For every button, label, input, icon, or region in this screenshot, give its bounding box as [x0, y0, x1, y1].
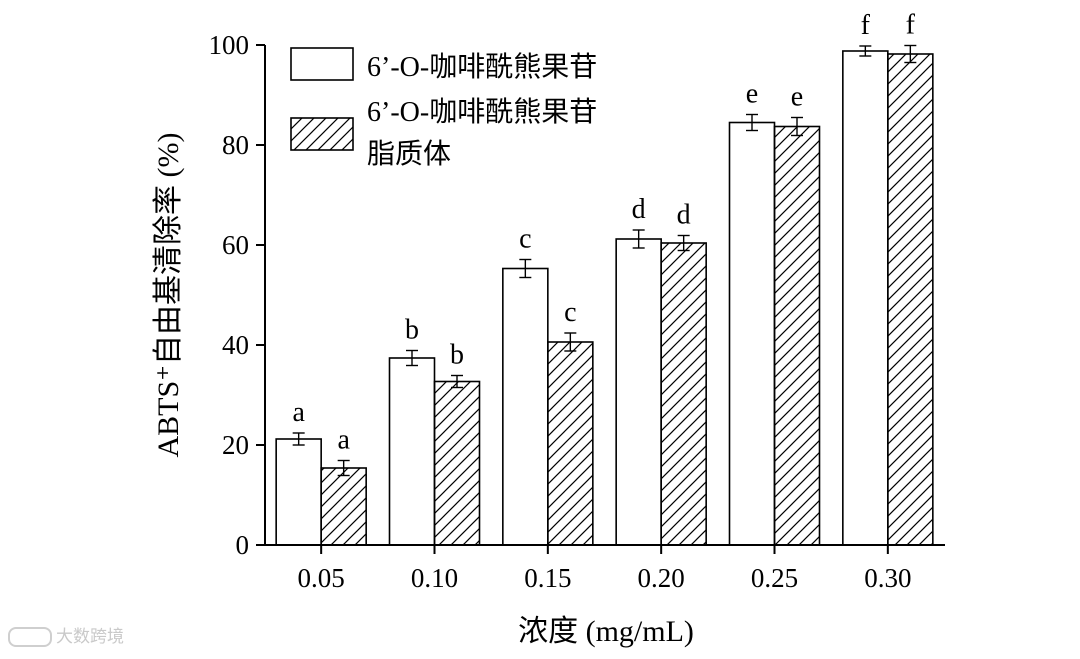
- significance-label: f: [861, 10, 871, 41]
- error-bars-layer: [292, 44, 917, 477]
- significance-label: a: [337, 425, 350, 456]
- bar-series-2: [433, 380, 481, 546]
- significance-label: d: [677, 200, 691, 231]
- bar-series-2: [660, 242, 707, 546]
- bar-series-2: [773, 125, 821, 546]
- legend-label-series-2-line-2: 脂质体: [367, 138, 451, 170]
- bar-series-1: [842, 50, 889, 546]
- significance-label: c: [564, 297, 576, 328]
- significance-label: e: [746, 79, 758, 110]
- significance-label: d: [632, 194, 646, 225]
- y-tick-label: 0: [236, 530, 250, 560]
- bar-series-1: [728, 121, 776, 546]
- bar-series-2: [320, 467, 367, 546]
- y-axis-title: ABTS⁺自由基清除率 (%): [152, 133, 185, 458]
- x-tick-label: 0.05: [298, 563, 345, 593]
- x-tick-label: 0.15: [524, 563, 571, 593]
- significance-labels-layer: a b c d e f a b c d e f: [292, 10, 915, 456]
- bar-series-1: [275, 438, 322, 546]
- watermark-text: 大数跨境: [56, 627, 124, 647]
- x-axis-title: 浓度 (mg/mL): [518, 615, 694, 648]
- x-tick-label: 0.30: [864, 563, 911, 593]
- watermark-logo-icon: [8, 627, 52, 647]
- bar-series-1: [388, 357, 436, 546]
- legend: 6’-O-咖啡酰熊果苷 6’-O-咖啡酰熊果苷 脂质体: [290, 47, 597, 170]
- bar-series-2: [547, 341, 594, 546]
- bar-series-1: [615, 238, 662, 546]
- legend-swatch-hatched: [290, 117, 354, 151]
- significance-label: c: [519, 224, 531, 255]
- bars-layer: [275, 50, 934, 546]
- bar-series-2: [887, 53, 934, 546]
- y-tick-label: 20: [222, 430, 249, 460]
- y-ticks-layer: 0 20 40 60 80 100: [209, 30, 265, 560]
- significance-label: b: [405, 315, 419, 346]
- watermark: 大数跨境: [8, 622, 124, 647]
- significance-label: b: [450, 340, 464, 371]
- legend-label-series-1: 6’-O-咖啡酰熊果苷: [367, 51, 597, 83]
- x-tick-label: 0.20: [638, 563, 685, 593]
- x-ticks-layer: 0.05 0.10 0.15 0.20 0.25 0.30: [298, 545, 911, 593]
- legend-swatch-open: [290, 47, 354, 81]
- x-tick-label: 0.25: [751, 563, 798, 593]
- significance-label: e: [791, 82, 803, 113]
- bar-series-1: [502, 267, 549, 546]
- significance-label: a: [292, 397, 305, 428]
- y-tick-label: 100: [209, 30, 250, 60]
- legend-label-series-2-line-1: 6’-O-咖啡酰熊果苷: [367, 96, 597, 128]
- y-tick-label: 60: [222, 230, 249, 260]
- y-tick-label: 80: [222, 130, 249, 160]
- x-tick-label: 0.10: [411, 563, 458, 593]
- y-tick-label: 40: [222, 330, 249, 360]
- significance-label: f: [906, 10, 916, 41]
